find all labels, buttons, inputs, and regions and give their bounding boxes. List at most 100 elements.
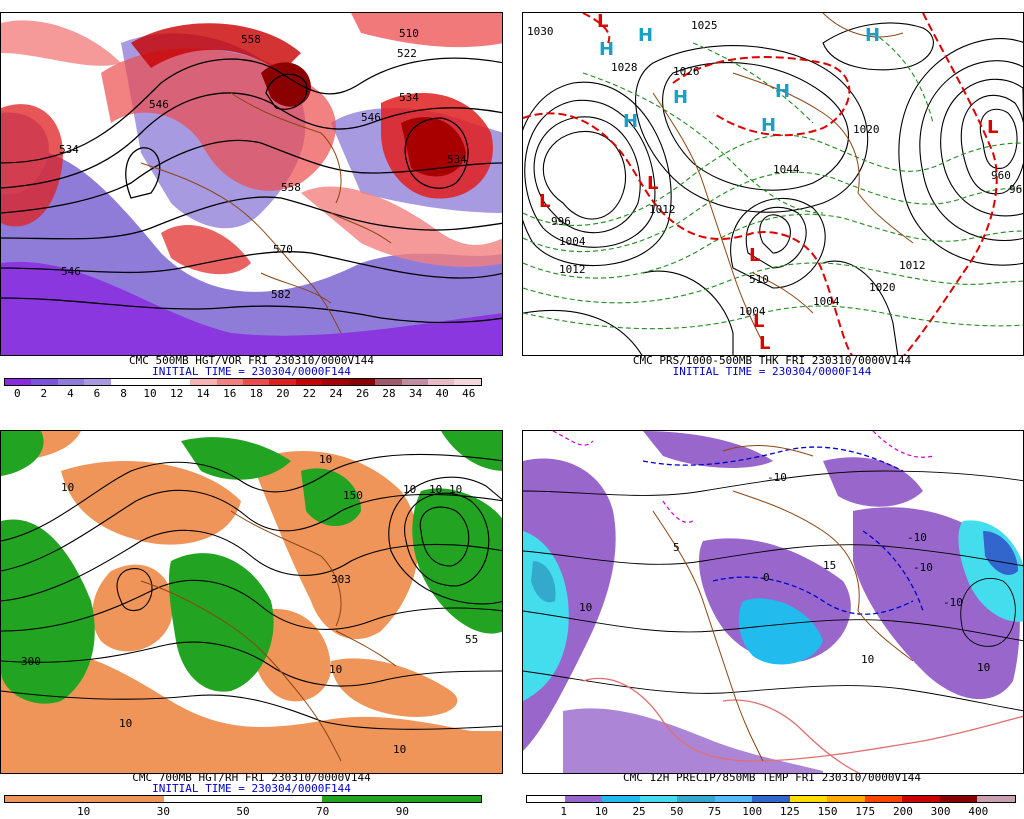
colorbar-swatch [527,796,565,802]
map-prs-thickness: 1030 1025 1028 1026 1044 1020 1012 1012 … [522,12,1024,356]
low-pressure-marker: L [759,333,771,354]
contour-label: 10 [403,483,416,496]
humidity-map-graphic: 10 150 10 303 10 10 10 300 55 10 10 10 [1,431,502,773]
colorbar-tick-label: 16 [223,387,237,400]
contour-label: 1004 [813,295,840,308]
contour-label: 0 [763,571,770,584]
colorbar-swatch [564,796,603,802]
contour-label: 558 [241,33,261,46]
contour-label: 1028 [611,61,638,74]
colorbar-swatch [57,379,85,385]
colorbar-swatch [190,379,217,385]
colorbar-tick-label: 22 [302,387,316,400]
colorbar-swatch [454,379,481,385]
map-700mb-hgt-rh: 10 150 10 303 10 10 10 300 55 10 10 10 [0,430,503,774]
contour-label: 1044 [773,163,800,176]
colorbar-swatch [322,379,349,385]
colorbar-tick-label: 200 [892,805,913,818]
contour-label: 1004 [559,235,586,248]
low-pressure-marker: L [753,311,765,332]
map-500mb-hgt-vor: 510 522 534 546 558 570 582 534 546 558 … [0,12,503,356]
colorbar-swatch [348,379,376,385]
colorbar-tick-label: 30 [156,805,170,818]
colorbar-tick-labels: 0 2 4 6 8 10 12 14 16 18 20 22 24 26 28 34 40 46 [4,388,482,400]
contour-label: 522 [397,47,417,60]
colorbar-swatch [242,796,323,802]
panel-caption-initial-time: INITIAL TIME = 230304/0000F144 [672,365,872,378]
contour-label: 1012 [559,263,586,276]
contour-label: 996 [551,215,571,228]
contour-label: 1004 [739,305,766,318]
colorbar-swatch [163,796,243,802]
contour-label: 10 [579,601,592,614]
panel-caption-initial-time: INITIAL TIME = 230304/0000F144 [152,365,351,378]
colorbar-tick-label: 8 [120,387,127,400]
colorbar-tick-label: 12 [169,387,184,400]
contour-label: 303 [331,573,351,586]
colorbar-swatch [5,379,32,385]
colorbar-swatch [322,796,402,802]
low-pressure-marker: L [987,117,999,138]
low-pressure-marker: L [597,12,609,32]
contour-label: 10 [393,743,406,756]
map-12h-precip-850mb-temp: -10 -10 10 15 -10 10 0 5 10 -10 [522,430,1024,774]
colorbar-tick-label: 25 [632,805,646,818]
colorbar-swatch [789,796,828,802]
high-pressure-marker: H [775,81,791,102]
colorbar-swatch [110,379,138,385]
high-pressure-marker: H [761,115,777,136]
colorbar-tick-label: 0 [13,387,21,400]
colorbar-tick-label: 10 [77,805,91,818]
contour-label: 546 [61,265,81,278]
high-pressure-marker: H [638,25,654,46]
contour-label: 510 [399,27,419,40]
contour-label: 1020 [853,123,880,136]
panel-12h-precip-850mb-temp: -10 -10 10 15 -10 10 0 5 10 -10 CMC 12H … [520,418,1024,819]
pressure-map-graphic: 1030 1025 1028 1026 1044 1020 1012 1012 … [523,13,1023,355]
colorbar-tick-label: 46 [462,387,476,400]
panel-caption-title: CMC 700MB HGT/RH FRI 230310/0000V144 [132,771,371,784]
contour-label: 15 [823,559,836,572]
colorbar-swatch [977,796,1015,802]
contour-label: 10 [119,717,132,730]
colorbar-tick-label: 4 [67,387,74,400]
contour-label: 10 [329,663,342,676]
colorbar-swatch [5,796,85,802]
contour-label: -10 [913,561,933,574]
precip-map-graphic: -10 -10 10 15 -10 10 0 5 10 -10 [523,431,1023,773]
high-pressure-marker: H [673,87,689,108]
colorbar-swatch [84,379,111,385]
colorbar-swatch [902,796,940,802]
colorbar-tick-label: 75 [707,805,722,818]
panel-700mb-hgt-rh: 10 150 10 303 10 10 10 300 55 10 10 10 C… [0,418,503,819]
colorbar-tick-label: 14 [196,387,210,400]
colorbar-tick-label: 40 [435,387,449,400]
contour-label: 10 [61,481,74,494]
contour-label: 1026 [673,65,700,78]
colorbar-tick-label: 50 [670,805,684,818]
colorbar-tick-labels: 10 30 50 70 90 [4,806,482,818]
colorbar-swatch [31,379,58,385]
colorbar-swatch [428,379,455,385]
colorbar-swatch [84,796,164,802]
contour-label: 55 [465,633,478,646]
colorbar-tick-label: 18 [249,387,263,400]
colorbar-swatch [401,796,481,802]
contour-label: 1030 [527,25,554,38]
contour-label: 10 [977,661,990,674]
colorbar-tick-label: 28 [382,387,396,400]
colorbar-swatch [295,379,323,385]
contour-label: 960 [991,169,1011,182]
panel-caption-initial-time: INITIAL TIME = 230304/0000F144 [152,782,351,795]
contour-label: 534 [447,153,467,166]
contour-label: 300 [21,655,41,668]
colorbar-swatch [864,796,903,802]
colorbar-swatch [269,379,296,385]
contour-label: 534 [59,143,79,156]
contour-label: -10 [943,596,963,609]
low-pressure-marker: L [647,173,659,194]
contour-label: 5 [673,541,680,554]
high-pressure-marker: H [623,111,639,132]
contour-label: 1012 [649,203,676,216]
colorbar-tick-label: 24 [329,387,343,400]
